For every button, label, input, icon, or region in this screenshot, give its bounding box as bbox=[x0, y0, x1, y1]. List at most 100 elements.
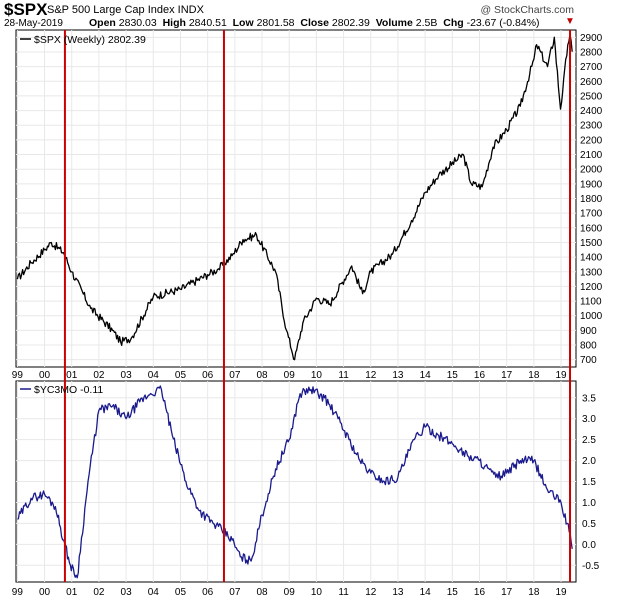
spx-ytick-label: 2600 bbox=[580, 77, 603, 88]
spx-ytick-label: 2100 bbox=[580, 150, 603, 161]
spx-ytick-label: 1300 bbox=[580, 267, 603, 278]
spx-ytick-label: 700 bbox=[580, 355, 597, 366]
yc-xtick-label: 04 bbox=[148, 587, 160, 598]
volume-label: Volume bbox=[375, 17, 413, 29]
yc-xtick-label: 08 bbox=[256, 587, 268, 598]
yc-xtick-label: 11 bbox=[338, 587, 349, 598]
low-value: 2801.58 bbox=[256, 17, 295, 29]
spx-ytick-label: 1500 bbox=[580, 238, 603, 249]
yc-ytick-label: -0.5 bbox=[582, 561, 600, 572]
open-label: Open bbox=[89, 17, 116, 29]
yc-ytick-label: 0.5 bbox=[582, 519, 596, 530]
spx-ytick-label: 1900 bbox=[580, 179, 603, 190]
yc-xtick-label: 07 bbox=[229, 587, 241, 598]
spx-ytick-label: 2500 bbox=[580, 91, 603, 102]
spx-xtick-label: 10 bbox=[311, 370, 323, 381]
spx-xtick-label: 11 bbox=[338, 370, 349, 381]
spx-xtick-label: 14 bbox=[420, 370, 432, 381]
spx-ytick-label: 2000 bbox=[580, 165, 603, 176]
spx-y-axis: 700 800 900 1000 1100 1200 1300 1400 1500 1600 170… bbox=[580, 33, 603, 366]
spx-ytick-label: 2300 bbox=[580, 121, 603, 132]
spx-ytick-label: 900 bbox=[580, 326, 597, 337]
yc-xtick-label: 02 bbox=[93, 587, 105, 598]
low-label: Low bbox=[232, 17, 254, 29]
spx-ytick-label: 2400 bbox=[580, 106, 603, 117]
stockcharts-brand: @ StockCharts.com bbox=[480, 4, 574, 16]
yc-ytick-label: 2.0 bbox=[582, 456, 596, 467]
spx-xtick-label: 12 bbox=[365, 370, 377, 381]
yc-xtick-label: 17 bbox=[501, 587, 513, 598]
yc-xtick-label: 13 bbox=[392, 587, 404, 598]
spx-ytick-label: 1800 bbox=[580, 194, 603, 205]
close-label: Close bbox=[300, 17, 329, 29]
spx-xtick-label: 99 bbox=[12, 370, 24, 381]
chg-value: -23.67 (-0.84%) bbox=[466, 17, 540, 29]
spx-x-axis: 99 00 01 02 03 04 05 06 07 08 09 10 11 12 13 14 15 16 17 18… bbox=[12, 370, 567, 381]
yc-xtick-label: 18 bbox=[528, 587, 540, 598]
spx-xtick-label: 18 bbox=[528, 370, 540, 381]
yc-grid bbox=[16, 381, 576, 582]
yc-xtick-label: 03 bbox=[121, 587, 133, 598]
yc3mo-series-line bbox=[17, 385, 573, 579]
spx-series-line bbox=[16, 33, 573, 361]
spx-ytick-label: 1000 bbox=[580, 311, 603, 322]
spx-xtick-label: 13 bbox=[392, 370, 404, 381]
spx-ytick-label: 2700 bbox=[580, 62, 603, 73]
spx-legend: $SPX (Weekly) 2802.39 bbox=[34, 34, 146, 46]
spx-ytick-label: 800 bbox=[580, 341, 597, 352]
spx-xtick-label: 06 bbox=[202, 370, 214, 381]
yc-xtick-label: 01 bbox=[66, 587, 78, 598]
yc-ytick-label: 3.0 bbox=[582, 414, 596, 425]
symbol-title: $SPX bbox=[4, 0, 48, 19]
spx-xtick-label: 16 bbox=[474, 370, 486, 381]
yc-y-axis: -0.5 0.0 0.5 1.0 1.5 2.0 2.5 3.0 3.5 bbox=[582, 393, 600, 572]
spx-ytick-label: 1700 bbox=[580, 209, 603, 220]
high-label: High bbox=[162, 17, 186, 29]
yc-xtick-label: 15 bbox=[447, 587, 459, 598]
yc-xtick-label: 99 bbox=[12, 587, 24, 598]
yc-ytick-label: 1.5 bbox=[582, 477, 596, 488]
yc-xtick-label: 12 bbox=[365, 587, 377, 598]
brand-text: @ StockCharts.com bbox=[480, 4, 574, 16]
spx-xtick-label: 09 bbox=[284, 370, 296, 381]
recession-markers bbox=[63, 30, 572, 582]
spx-ytick-label: 1200 bbox=[580, 282, 603, 293]
chg-label: Chg bbox=[443, 17, 464, 29]
spx-xtick-label: 01 bbox=[66, 370, 78, 381]
ohlc-readout: Open 2830.03 High 2840.51 Low 2801.58 Cl… bbox=[89, 17, 540, 29]
yc-xtick-label: 10 bbox=[311, 587, 323, 598]
yc-xtick-label: 19 bbox=[555, 587, 567, 598]
spx-xtick-label: 08 bbox=[256, 370, 268, 381]
spx-xtick-label: 19 bbox=[555, 370, 567, 381]
yc-xtick-label: 09 bbox=[284, 587, 296, 598]
spx-ytick-label: 2900 bbox=[580, 33, 603, 44]
spx-xtick-label: 15 bbox=[447, 370, 459, 381]
spx-xtick-label: 02 bbox=[93, 370, 105, 381]
yc-xtick-label: 14 bbox=[420, 587, 432, 598]
high-value: 2840.51 bbox=[188, 17, 227, 29]
down-caret-icon: ▼ bbox=[565, 16, 575, 27]
close-value: 2802.39 bbox=[331, 17, 370, 29]
yc-xtick-label: 16 bbox=[474, 587, 486, 598]
yc-xtick-label: 05 bbox=[175, 587, 187, 598]
spx-xtick-label: 00 bbox=[39, 370, 51, 381]
yc-xtick-label: 00 bbox=[39, 587, 51, 598]
index-name: S&P 500 Large Cap Index INDX bbox=[47, 4, 204, 16]
volume-value: 2.5B bbox=[415, 17, 438, 29]
yc-xtick-label: 06 bbox=[202, 587, 214, 598]
yc-x-axis: 99 00 01 02 03 04 05 06 07 08 09 10 11 12 13 14 15 16 17 18… bbox=[12, 587, 567, 598]
yc-ytick-label: 3.5 bbox=[582, 393, 596, 404]
yc-ytick-label: 1.0 bbox=[582, 498, 596, 509]
spx-ytick-label: 2200 bbox=[580, 135, 603, 146]
spx-ytick-label: 1100 bbox=[580, 297, 602, 308]
spx-xtick-label: 17 bbox=[501, 370, 513, 381]
spx-xtick-label: 07 bbox=[229, 370, 241, 381]
spx-ytick-label: 2800 bbox=[580, 47, 603, 58]
spx-xtick-label: 04 bbox=[148, 370, 160, 381]
spx-grid bbox=[16, 30, 576, 367]
yc-ytick-label: 0.0 bbox=[582, 540, 596, 551]
spx-ytick-label: 1400 bbox=[580, 253, 603, 264]
spx-xtick-label: 03 bbox=[121, 370, 133, 381]
spx-ytick-label: 1600 bbox=[580, 223, 603, 234]
